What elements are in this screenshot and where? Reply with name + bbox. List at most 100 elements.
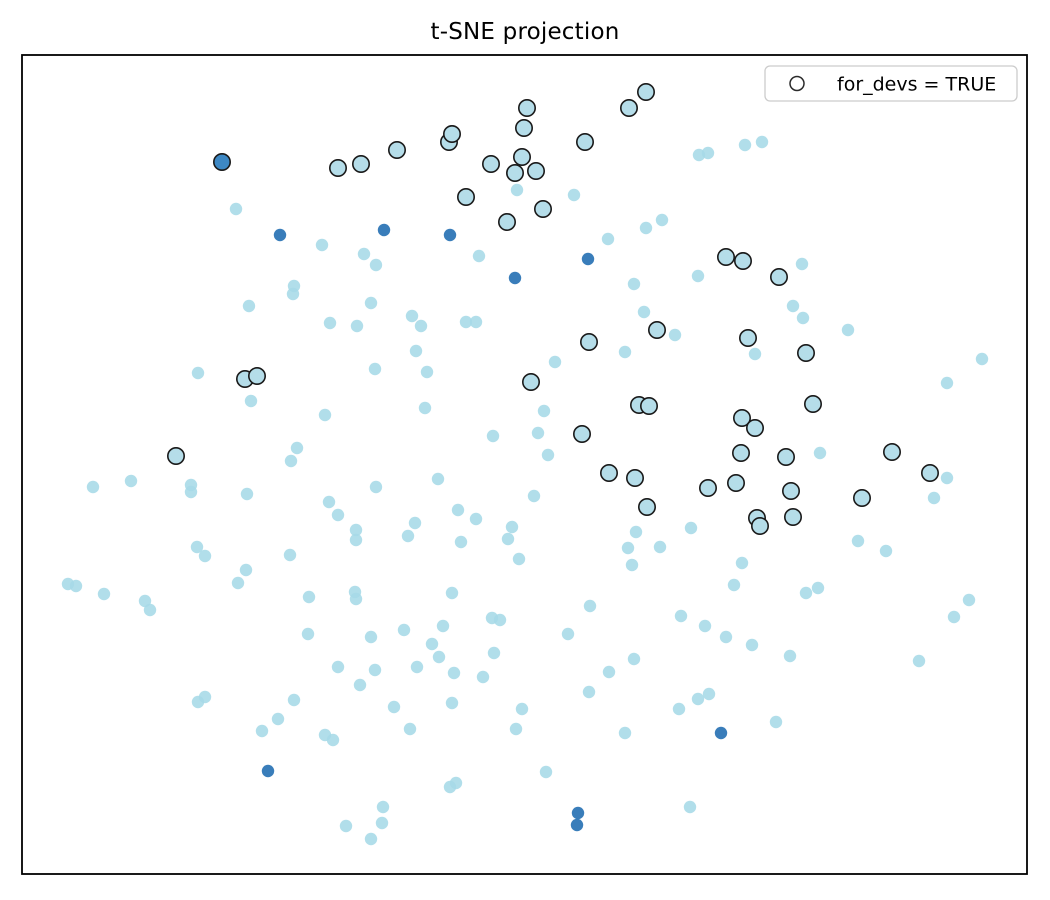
data-point-for_devs_false_light (286, 287, 300, 301)
data-point-for_devs_false_light (851, 534, 865, 548)
data-point-for_devs_true_light (733, 252, 752, 271)
data-point-for_devs_true_light (521, 372, 540, 391)
data-point-for_devs_false_light (799, 586, 813, 600)
data-point-for_devs_false_light (410, 660, 424, 674)
data-point-for_devs_true_light (716, 248, 735, 267)
data-point-for_devs_false_light (512, 552, 526, 566)
data-point-for_devs_false_light (229, 202, 243, 216)
data-point-for_devs_false_light (653, 540, 667, 554)
data-point-for_devs_false_light (755, 135, 769, 149)
data-point-for_devs_false_light (567, 188, 581, 202)
data-point-for_devs_false_light (255, 724, 269, 738)
data-point-for_devs_false_light (531, 426, 545, 440)
data-point-for_devs_false_light (290, 441, 304, 455)
data-point-for_devs_true_light (505, 164, 524, 183)
data-point-for_devs_false_light (515, 702, 529, 716)
data-point-for_devs_false_light (698, 619, 712, 633)
data-point-for_devs_true_light (776, 447, 795, 466)
data-point-for_devs_false_light (376, 800, 390, 814)
data-point-for_devs_false_light (527, 489, 541, 503)
data-point-for_devs_true_light (512, 148, 531, 167)
data-point-for_devs_true_light (497, 213, 516, 232)
data-point-for_devs_true_light (783, 507, 802, 526)
data-point-for_devs_true_light (442, 125, 461, 144)
data-point-for_devs_false_light (509, 722, 523, 736)
data-point-for_devs_false_light (940, 376, 954, 390)
data-point-for_devs_false_light (510, 183, 524, 197)
data-point-for_devs_false_light (783, 649, 797, 663)
data-point-for_devs_false_light (242, 299, 256, 313)
data-point-for_devs_false_dark (261, 764, 275, 778)
data-point-for_devs_false_light (691, 692, 705, 706)
data-point-for_devs_false_light (962, 593, 976, 607)
data-point-for_devs_false_light (683, 800, 697, 814)
data-point-for_devs_false_light (349, 592, 363, 606)
data-point-for_devs_false_light (284, 454, 298, 468)
legend-box (764, 65, 1018, 102)
data-point-for_devs_false_dark (508, 271, 522, 285)
data-point-for_devs_false_light (912, 654, 926, 668)
data-point-for_devs_true_light (351, 155, 370, 174)
data-point-for_devs_true_light (731, 443, 750, 462)
data-point-for_devs_false_light (350, 319, 364, 333)
data-point-for_devs_true_light (517, 99, 536, 118)
data-point-for_devs_false_light (69, 579, 83, 593)
data-point-for_devs_false_light (244, 394, 258, 408)
data-point-for_devs_false_light (339, 819, 353, 833)
data-point-for_devs_false_light (454, 535, 468, 549)
data-point-for_devs_false_light (408, 516, 422, 530)
data-point-for_devs_true_dark (213, 153, 232, 172)
data-point-for_devs_false_light (582, 685, 596, 699)
data-point-for_devs_false_light (796, 311, 810, 325)
data-point-for_devs_false_light (947, 610, 961, 624)
data-point-for_devs_true_light (533, 200, 552, 219)
data-point-for_devs_false_light (302, 590, 316, 604)
data-point-for_devs_false_light (637, 305, 651, 319)
data-point-for_devs_false_light (975, 352, 989, 366)
data-point-for_devs_false_light (748, 347, 762, 361)
data-point-for_devs_false_light (583, 599, 597, 613)
data-point-for_devs_true_light (698, 478, 717, 497)
data-point-for_devs_true_light (619, 99, 638, 118)
data-point-for_devs_true_light (575, 133, 594, 152)
data-point-for_devs_false_light (353, 678, 367, 692)
data-point-for_devs_true_light (738, 328, 757, 347)
data-point-for_devs_false_light (283, 548, 297, 562)
data-point-for_devs_false_light (786, 299, 800, 313)
data-point-for_devs_false_light (655, 213, 669, 227)
data-point-for_devs_true_light (599, 463, 618, 482)
data-point-for_devs_false_dark (570, 818, 584, 832)
data-point-for_devs_false_light (561, 627, 575, 641)
data-point-for_devs_false_light (349, 533, 363, 547)
data-point-for_devs_false_light (674, 609, 688, 623)
data-point-for_devs_false_light (387, 700, 401, 714)
data-point-for_devs_true_light (248, 366, 267, 385)
data-point-for_devs_true_light (796, 343, 815, 362)
data-point-for_devs_true_light (647, 320, 666, 339)
data-point-for_devs_true_light (745, 418, 764, 437)
data-point-for_devs_false_light (124, 474, 138, 488)
data-point-for_devs_false_light (368, 362, 382, 376)
data-point-for_devs_false_light (841, 323, 855, 337)
data-point-for_devs_true_light (579, 332, 598, 351)
data-point-for_devs_true_light (852, 488, 871, 507)
data-point-for_devs_true_light (882, 442, 901, 461)
data-point-for_devs_false_light (401, 529, 415, 543)
data-point-for_devs_false_light (469, 315, 483, 329)
data-point-for_devs_true_light (781, 481, 800, 500)
data-point-for_devs_false_light (621, 541, 635, 555)
data-point-for_devs_false_light (432, 650, 446, 664)
data-point-for_devs_false_light (287, 693, 301, 707)
plot-frame (21, 54, 1028, 875)
data-point-for_devs_false_light (719, 630, 733, 644)
chart-title: t-SNE projection (430, 19, 620, 45)
data-point-for_devs_false_light (397, 623, 411, 637)
data-point-for_devs_false_light (469, 512, 483, 526)
data-point-for_devs_true_light (769, 267, 788, 286)
legend-open-circle-icon (789, 75, 805, 92)
data-point-for_devs_false_light (629, 525, 643, 539)
data-point-for_devs_true_light (732, 408, 751, 427)
data-point-for_devs_false_light (684, 521, 698, 535)
data-point-for_devs_false_light (701, 146, 715, 160)
data-point-for_devs_false_light (231, 576, 245, 590)
